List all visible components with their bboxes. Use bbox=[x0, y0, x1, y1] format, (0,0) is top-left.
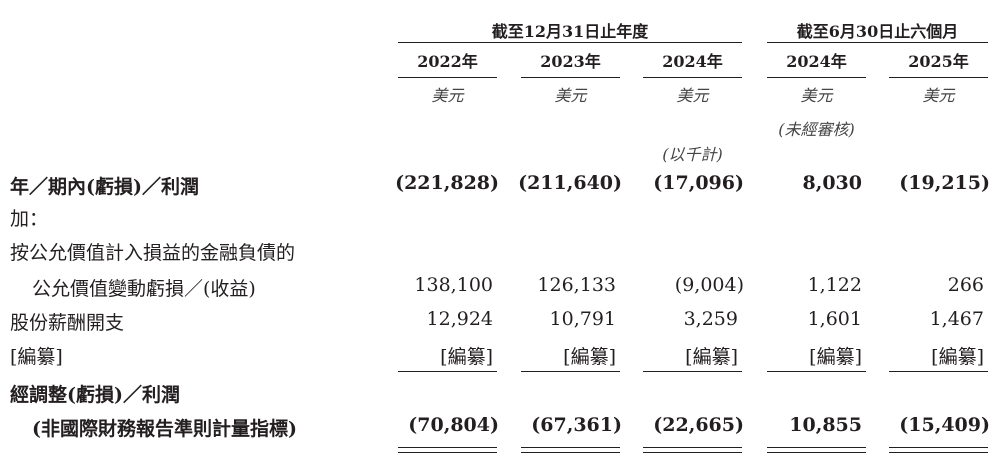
row-label: 加： bbox=[10, 208, 49, 230]
double-rule-bottom bbox=[521, 452, 620, 453]
row-label: [編纂] bbox=[10, 346, 63, 368]
cell-value: 12,924 bbox=[426, 308, 493, 330]
row-label: (非國際財務報告準則計量指標) bbox=[32, 418, 297, 440]
cell-value: 1,467 bbox=[929, 308, 984, 330]
double-rule-top bbox=[398, 447, 497, 448]
double-rule-bottom bbox=[398, 452, 497, 453]
year-header: 2023年 bbox=[540, 52, 601, 71]
year-header: 2024年 bbox=[786, 52, 847, 71]
double-rule-top bbox=[889, 447, 988, 448]
cell-value: (19,215) bbox=[899, 172, 990, 194]
cell-value: 10,791 bbox=[549, 308, 616, 330]
cell-value: (211,640) bbox=[518, 172, 622, 194]
cell-value: (22,665) bbox=[653, 414, 744, 436]
divider bbox=[398, 77, 497, 78]
cell-value: (9,004) bbox=[674, 274, 744, 296]
cell-value: (67,361) bbox=[531, 414, 622, 436]
divider bbox=[889, 77, 988, 78]
double-rule-top bbox=[767, 447, 866, 448]
cell-value: (70,804) bbox=[408, 414, 499, 436]
year-header: 2024年 bbox=[662, 52, 723, 71]
cell-value: [編纂] bbox=[685, 346, 738, 368]
unaudited-note: (未經審核) bbox=[778, 120, 855, 139]
cell-value: 3,259 bbox=[683, 308, 738, 330]
cell-value: [編纂] bbox=[440, 346, 493, 368]
year-header: 2025年 bbox=[908, 52, 969, 71]
subtotal-rule bbox=[889, 371, 988, 372]
row-label: 年／期內(虧損)／利潤 bbox=[10, 176, 199, 198]
cell-value: (221,828) bbox=[395, 172, 499, 194]
currency-label: 美元 bbox=[431, 86, 464, 105]
cell-value: 8,030 bbox=[802, 172, 863, 194]
currency-label: 美元 bbox=[554, 86, 587, 105]
group-header-interim: 截至6月30日止六個月 bbox=[796, 22, 959, 41]
cell-value: 126,133 bbox=[537, 274, 616, 296]
double-rule-bottom bbox=[889, 452, 988, 453]
currency-label: 美元 bbox=[800, 86, 833, 105]
double-rule-top bbox=[521, 447, 620, 448]
in-thousands-note: (以千計) bbox=[662, 145, 723, 164]
cell-value: [編纂] bbox=[931, 346, 984, 368]
year-header: 2022年 bbox=[417, 52, 478, 71]
cell-value: (17,096) bbox=[653, 172, 744, 194]
currency-label: 美元 bbox=[676, 86, 709, 105]
currency-label: 美元 bbox=[922, 86, 955, 105]
divider bbox=[767, 77, 866, 78]
divider bbox=[643, 77, 742, 78]
subtotal-rule bbox=[767, 371, 866, 372]
double-rule-bottom bbox=[767, 452, 866, 453]
row-label: 經調整(虧損)／利潤 bbox=[10, 384, 180, 406]
row-label: 公允價值變動虧損／(收益) bbox=[32, 278, 256, 300]
cell-value: 1,122 bbox=[807, 274, 862, 296]
subtotal-rule bbox=[521, 371, 620, 372]
subtotal-rule bbox=[398, 371, 497, 372]
cell-value: [編纂] bbox=[563, 346, 616, 368]
cell-value: (15,409) bbox=[899, 414, 990, 436]
row-label: 股份薪酬開支 bbox=[10, 312, 125, 334]
cell-value: 138,100 bbox=[414, 274, 493, 296]
double-rule-bottom bbox=[643, 452, 742, 453]
cell-value: 10,855 bbox=[789, 414, 862, 436]
cell-value: 1,601 bbox=[807, 308, 862, 330]
double-rule-top bbox=[643, 447, 742, 448]
divider bbox=[767, 42, 988, 43]
divider bbox=[398, 42, 742, 43]
divider bbox=[521, 77, 620, 78]
row-label: 按公允價值計入損益的金融負債的 bbox=[10, 242, 296, 264]
cell-value: [編纂] bbox=[809, 346, 862, 368]
group-header-annual: 截至12月31日止年度 bbox=[491, 22, 649, 41]
subtotal-rule bbox=[643, 371, 742, 372]
cell-value: 266 bbox=[947, 274, 984, 296]
